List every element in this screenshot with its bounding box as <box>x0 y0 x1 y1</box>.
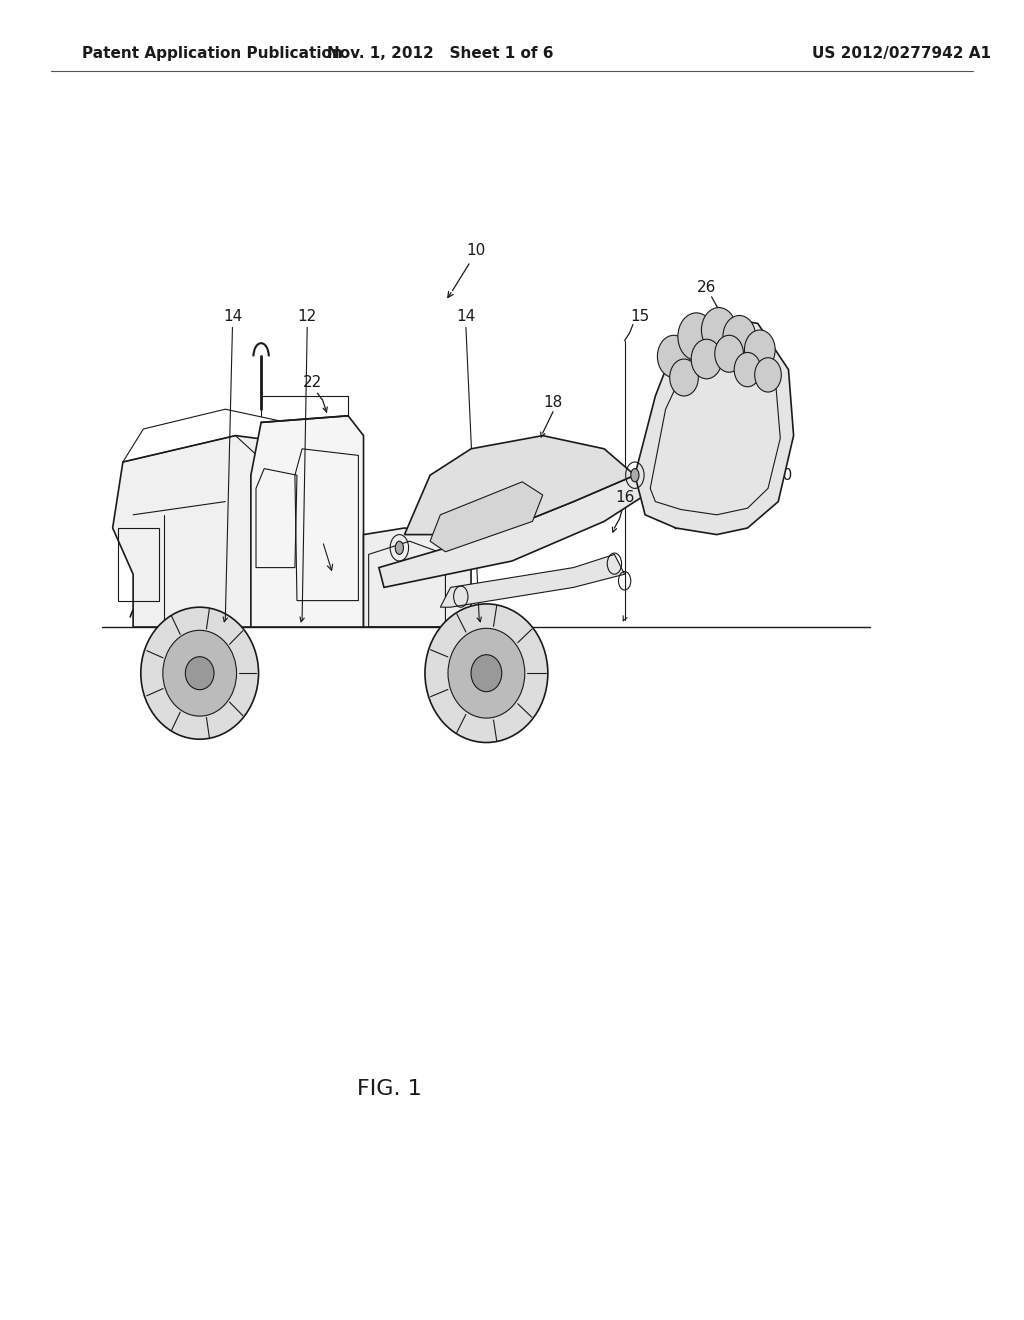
Ellipse shape <box>657 335 690 378</box>
Polygon shape <box>440 554 625 607</box>
Text: FIG. 1: FIG. 1 <box>356 1078 422 1100</box>
Ellipse shape <box>185 657 214 689</box>
Polygon shape <box>251 416 364 627</box>
Text: 16: 16 <box>615 490 634 506</box>
Ellipse shape <box>715 335 743 372</box>
Bar <box>372 594 441 607</box>
Ellipse shape <box>744 330 775 370</box>
Ellipse shape <box>395 541 403 554</box>
Ellipse shape <box>425 605 548 742</box>
Ellipse shape <box>471 655 502 692</box>
Text: US 2012/0277942 A1: US 2012/0277942 A1 <box>812 46 990 61</box>
Ellipse shape <box>755 358 781 392</box>
Polygon shape <box>404 436 635 535</box>
Ellipse shape <box>701 308 736 352</box>
Ellipse shape <box>141 607 258 739</box>
Polygon shape <box>379 475 655 587</box>
Polygon shape <box>113 436 307 627</box>
Ellipse shape <box>670 359 698 396</box>
Text: 12: 12 <box>298 309 316 325</box>
Ellipse shape <box>631 469 639 482</box>
Ellipse shape <box>734 352 761 387</box>
Ellipse shape <box>163 631 237 715</box>
Ellipse shape <box>723 315 756 358</box>
Text: 20: 20 <box>774 467 793 483</box>
Ellipse shape <box>678 313 715 360</box>
Text: 18: 18 <box>544 395 562 411</box>
Bar <box>372 562 441 576</box>
Bar <box>372 610 441 623</box>
Text: 22: 22 <box>303 375 322 391</box>
Text: 15: 15 <box>631 309 649 325</box>
Bar <box>372 578 441 591</box>
Text: 14: 14 <box>457 309 475 325</box>
Text: 10: 10 <box>467 243 485 259</box>
Polygon shape <box>430 482 543 552</box>
Text: Nov. 1, 2012   Sheet 1 of 6: Nov. 1, 2012 Sheet 1 of 6 <box>327 46 554 61</box>
Text: 26: 26 <box>697 280 716 296</box>
Text: 14: 14 <box>223 309 242 325</box>
Polygon shape <box>364 528 471 627</box>
Polygon shape <box>635 317 794 535</box>
Text: Patent Application Publication: Patent Application Publication <box>82 46 343 61</box>
Ellipse shape <box>449 628 524 718</box>
Ellipse shape <box>691 339 722 379</box>
